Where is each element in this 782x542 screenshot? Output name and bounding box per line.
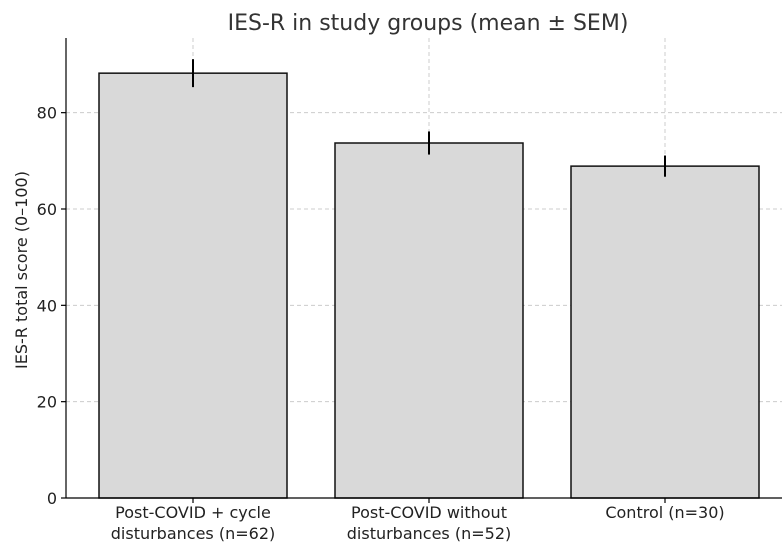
x-tick-label: disturbances (n=52)	[347, 524, 511, 542]
x-tick-label: disturbances (n=62)	[111, 524, 275, 542]
y-tick-label: 40	[37, 296, 57, 315]
chart-title: IES-R in study groups (mean ± SEM)	[228, 11, 629, 36]
y-tick-label: 80	[37, 104, 57, 123]
x-tick-label: Post-COVID + cycle	[115, 503, 271, 522]
bar	[571, 166, 759, 498]
y-tick-label: 60	[37, 200, 57, 219]
y-tick-label: 20	[37, 393, 57, 412]
y-tick-label: 0	[47, 489, 57, 508]
y-axis-label: IES-R total score (0–100)	[12, 171, 31, 369]
x-tick-label: Post-COVID without	[351, 503, 507, 522]
x-tick-label: Control (n=30)	[605, 503, 724, 522]
bar	[335, 143, 523, 498]
bar	[99, 73, 287, 498]
